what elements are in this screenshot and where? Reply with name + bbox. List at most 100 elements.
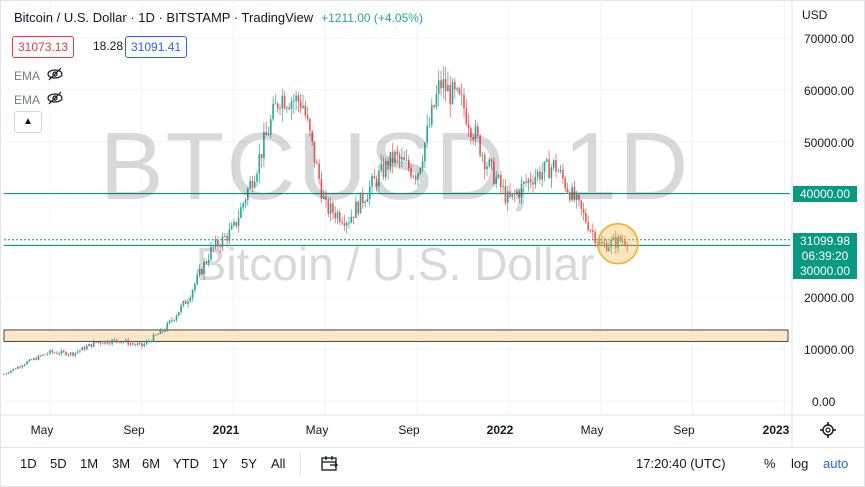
candle-body bbox=[592, 230, 594, 232]
candle-body bbox=[258, 154, 261, 174]
candle-body bbox=[513, 193, 516, 194]
candle-body bbox=[237, 217, 240, 226]
percent-scale-toggle[interactable]: % bbox=[764, 456, 776, 471]
candle-body bbox=[366, 199, 369, 202]
candle-body bbox=[624, 241, 626, 245]
candle-body bbox=[339, 212, 341, 222]
candle-body bbox=[495, 177, 497, 185]
indicator-ema-2[interactable]: EMA bbox=[14, 91, 64, 108]
candle-body bbox=[49, 350, 51, 354]
candle-body bbox=[580, 200, 583, 209]
settings-gear-icon[interactable] bbox=[820, 422, 836, 443]
collapse-indicators-button[interactable]: ▲ bbox=[14, 111, 42, 133]
candle-body bbox=[477, 126, 479, 136]
candle-body bbox=[585, 212, 587, 223]
candle-body bbox=[228, 229, 231, 241]
x-tick: Sep bbox=[123, 423, 145, 437]
symbol-title[interactable]: Bitcoin / U.S. Dollar · 1D · BITSTAMP · … bbox=[14, 10, 314, 25]
candle-body bbox=[276, 103, 279, 109]
date-range-icon[interactable] bbox=[321, 456, 339, 477]
candle-body bbox=[150, 341, 152, 342]
candle-body bbox=[161, 329, 164, 332]
candle-body bbox=[173, 319, 175, 321]
watermark-symbol: BTCUSD, 1D bbox=[99, 113, 691, 220]
candle-body bbox=[352, 216, 355, 218]
candle-body bbox=[191, 290, 194, 298]
candle-body bbox=[12, 368, 14, 371]
eye-hidden-icon[interactable] bbox=[46, 91, 64, 108]
candle-body bbox=[217, 239, 219, 247]
candle-body bbox=[235, 221, 238, 226]
timeframe-all[interactable]: All bbox=[271, 456, 286, 471]
x-tick: Sep bbox=[673, 423, 695, 437]
timeframe-5d[interactable]: 5D bbox=[50, 456, 67, 471]
utc-clock[interactable]: 17:20:40 (UTC) bbox=[636, 456, 726, 471]
candle-body bbox=[401, 157, 403, 160]
candle-body bbox=[76, 351, 79, 353]
eye-hidden-icon[interactable] bbox=[46, 67, 64, 84]
candle-body bbox=[56, 352, 58, 354]
bid-price[interactable]: 31073.13 bbox=[12, 36, 75, 58]
candle-body bbox=[313, 141, 316, 163]
candle-body bbox=[69, 352, 72, 355]
candle-body bbox=[532, 182, 534, 185]
candle-body bbox=[253, 181, 256, 188]
candle-body bbox=[42, 354, 44, 356]
timeframe-1m[interactable]: 1M bbox=[80, 456, 99, 471]
candle-body bbox=[109, 343, 111, 345]
candle-body bbox=[304, 105, 307, 116]
candle-body bbox=[299, 101, 302, 108]
candle-body bbox=[447, 84, 449, 92]
timeframe-6m[interactable]: 6M bbox=[142, 456, 161, 471]
candle-body bbox=[14, 368, 17, 370]
candle-body bbox=[293, 100, 295, 102]
candle-body bbox=[612, 237, 615, 240]
candle-body bbox=[529, 179, 532, 183]
candle-body bbox=[306, 115, 309, 120]
candle-body bbox=[132, 343, 134, 345]
candle-body bbox=[67, 354, 70, 356]
candle-body bbox=[555, 160, 557, 172]
timeframe-3m[interactable]: 3M bbox=[112, 456, 131, 471]
indicator-ema-1[interactable]: EMA bbox=[14, 67, 64, 84]
candle-body bbox=[552, 160, 555, 168]
candle-body bbox=[28, 359, 31, 362]
log-scale-toggle[interactable]: log bbox=[791, 456, 809, 471]
candle-body bbox=[368, 186, 371, 200]
candle-body bbox=[97, 342, 100, 344]
x-tick: May bbox=[30, 423, 54, 437]
candle-body bbox=[265, 132, 267, 135]
timeframe-ytd[interactable]: YTD bbox=[173, 456, 199, 471]
resistance-price-badge: 40000.00 bbox=[793, 186, 857, 202]
candle-body bbox=[587, 222, 589, 231]
candle-body bbox=[336, 212, 339, 219]
candle-body bbox=[125, 339, 127, 342]
timeframe-1d[interactable]: 1D bbox=[20, 456, 37, 471]
timeframe-1y[interactable]: 1Y bbox=[212, 456, 228, 471]
candle-body bbox=[187, 301, 189, 304]
candle-body bbox=[474, 126, 477, 140]
currency-label[interactable]: USD bbox=[802, 8, 828, 22]
candle-body bbox=[295, 95, 297, 101]
candle-body bbox=[210, 246, 212, 260]
candle-body bbox=[463, 94, 465, 109]
candle-body bbox=[148, 341, 150, 342]
candle-body bbox=[509, 191, 511, 197]
candle-body bbox=[327, 199, 330, 214]
candle-body bbox=[249, 180, 251, 189]
ask-price[interactable]: 31091.41 bbox=[125, 36, 188, 58]
candle-body bbox=[118, 341, 120, 343]
candle-body bbox=[224, 235, 226, 237]
candle-body bbox=[7, 372, 10, 374]
candle-body bbox=[518, 191, 520, 198]
candle-body bbox=[417, 173, 419, 180]
timeframe-5y[interactable]: 5Y bbox=[241, 456, 257, 471]
candle-body bbox=[198, 269, 201, 275]
candle-body bbox=[99, 342, 102, 344]
candle-body bbox=[244, 200, 247, 204]
candle-body bbox=[23, 364, 26, 366]
price-chart[interactable] bbox=[0, 0, 865, 447]
last-price-badge: 31099.98 bbox=[793, 233, 857, 249]
auto-scale-toggle[interactable]: auto bbox=[823, 456, 849, 471]
candle-body bbox=[564, 178, 566, 189]
